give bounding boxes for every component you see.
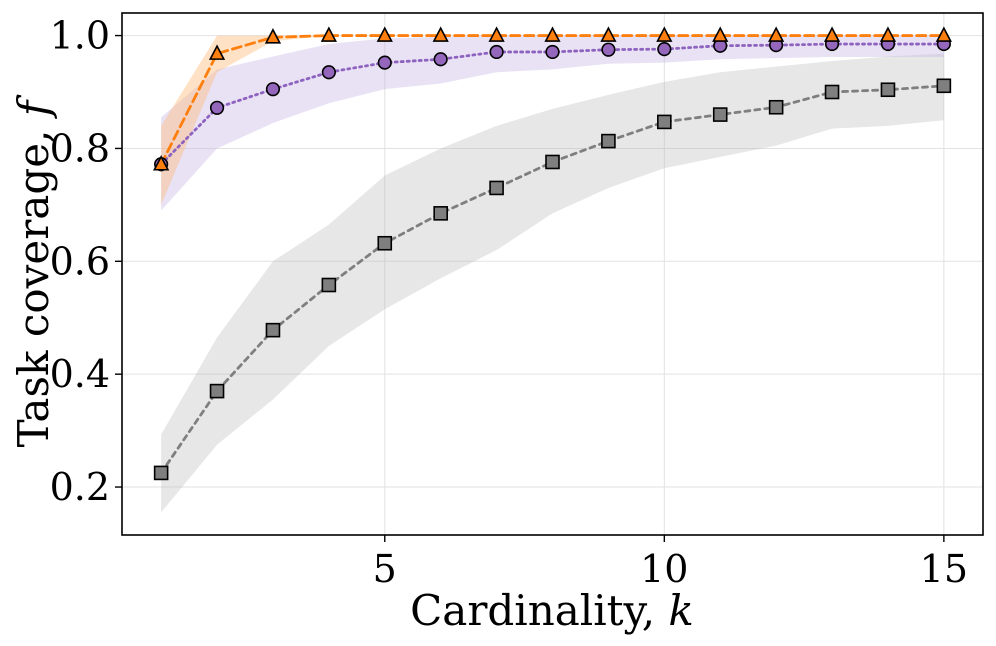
gray-square-point bbox=[824, 84, 840, 100]
orange-triangle-point bbox=[264, 28, 282, 44]
purple-circle-point bbox=[377, 55, 392, 70]
gray-square-point bbox=[153, 465, 169, 481]
y-tick-label: 1.0 bbox=[50, 14, 110, 58]
gray-square-point bbox=[265, 322, 281, 338]
plot-frame bbox=[121, 12, 984, 536]
gray-square-point bbox=[880, 82, 896, 98]
confidence-bands bbox=[161, 35, 944, 513]
orange-triangle-point bbox=[320, 26, 337, 42]
orange-triangle-point bbox=[768, 26, 785, 42]
purple-circle-point bbox=[265, 82, 281, 97]
orange-triangle-point bbox=[153, 155, 170, 171]
gray-square-point bbox=[321, 277, 337, 293]
purple-circle-point bbox=[433, 52, 448, 67]
purple-circle-point bbox=[601, 42, 616, 57]
orange-triangle-point bbox=[376, 26, 393, 42]
series-markers bbox=[153, 26, 952, 481]
x-tick-label: 5 bbox=[373, 547, 397, 591]
purple-circle-point bbox=[657, 42, 672, 57]
purple-circle-point bbox=[545, 44, 560, 60]
orange-triangle-point bbox=[879, 26, 897, 42]
gray-square-point bbox=[433, 206, 448, 221]
gray-square-point bbox=[712, 107, 728, 122]
gray-square-point bbox=[545, 154, 560, 170]
grid-lines bbox=[122, 13, 983, 535]
orange-triangle-point bbox=[432, 26, 449, 42]
orange-triangle-point bbox=[600, 26, 617, 42]
x-axis-label: Cardinality, k bbox=[410, 586, 694, 635]
gray-square-point bbox=[768, 99, 784, 115]
x-tick-label: 15 bbox=[920, 547, 968, 591]
orange-triangle-point bbox=[935, 26, 952, 42]
gray-square-point bbox=[657, 114, 672, 130]
purple-circle-band bbox=[161, 35, 944, 211]
gray-square-point bbox=[489, 180, 504, 196]
orange-triangle-point bbox=[823, 26, 841, 42]
y-tick-label: 0.8 bbox=[50, 126, 110, 170]
y-tick-label: 0.4 bbox=[50, 352, 110, 396]
orange-triangle-point bbox=[656, 26, 673, 42]
orange-triangle-point bbox=[544, 26, 561, 42]
orange-triangle-point bbox=[712, 26, 729, 42]
axis-ticks: 5 10 15 0.2 0.4 0.6 0.8 1.0 bbox=[50, 14, 968, 591]
y-axis-label: Task coverage, f bbox=[9, 94, 58, 447]
gray-square-point bbox=[936, 78, 952, 94]
x-tick-label: 10 bbox=[640, 547, 688, 591]
y-tick-label: 0.2 bbox=[50, 465, 110, 509]
gray-square-point bbox=[209, 383, 225, 399]
purple-circle-point bbox=[321, 65, 336, 80]
purple-circle-point bbox=[489, 44, 504, 60]
gray-square-band bbox=[161, 53, 944, 513]
orange-triangle-point bbox=[208, 44, 226, 60]
purple-circle-point bbox=[209, 100, 225, 115]
gray-square-point bbox=[601, 133, 616, 149]
orange-triangle-band bbox=[161, 35, 944, 205]
y-tick-label: 0.6 bbox=[50, 239, 110, 283]
gray-square-point bbox=[377, 235, 393, 251]
orange-triangle-point bbox=[488, 26, 505, 42]
